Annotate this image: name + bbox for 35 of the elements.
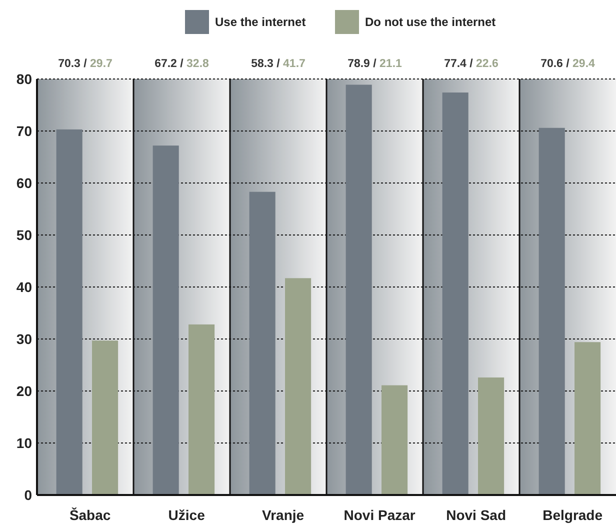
text: 67.2 / 32.8 [154,58,210,70]
bar [152,146,179,495]
legend-label: Do not use the internet [365,15,496,30]
y-tick-label: 40 [16,278,32,295]
text: 58.3 / 41.7 [251,58,306,70]
x-tick-label: Novi Pazar [344,507,416,523]
x-tick-label: Vranje [262,507,304,523]
x-tick-label: Užice [168,507,206,523]
legend-label: Use the internet [215,15,306,30]
text: 70.3 / 29.7 [58,58,112,70]
text: 77.4 / 22.6 [444,58,498,70]
bar [346,84,372,495]
y-tick-label: 50 [16,226,32,243]
bar [478,377,504,495]
bar [442,92,468,495]
bar [285,278,312,495]
bar [249,192,276,495]
bar [574,342,601,495]
x-tick-label: Šabac [69,507,111,523]
y-tick-label: 30 [16,330,32,347]
y-tick-label: 70 [16,122,32,139]
bar [382,385,408,495]
x-tick-label: Belgrade [542,507,603,523]
y-tick-label: 20 [16,382,32,399]
y-tick-label: 10 [16,434,32,451]
y-tick-label: 0 [24,486,32,503]
bar [92,340,118,495]
y-tick-label: 80 [16,70,32,87]
x-tick-label: Novi Sad [446,507,506,523]
bar [56,129,82,495]
bar [538,128,565,495]
y-tick-label: 60 [16,174,32,191]
text: 78.9 / 21.1 [348,58,403,70]
text: 70.6 / 29.4 [540,58,596,70]
bar [188,324,215,495]
